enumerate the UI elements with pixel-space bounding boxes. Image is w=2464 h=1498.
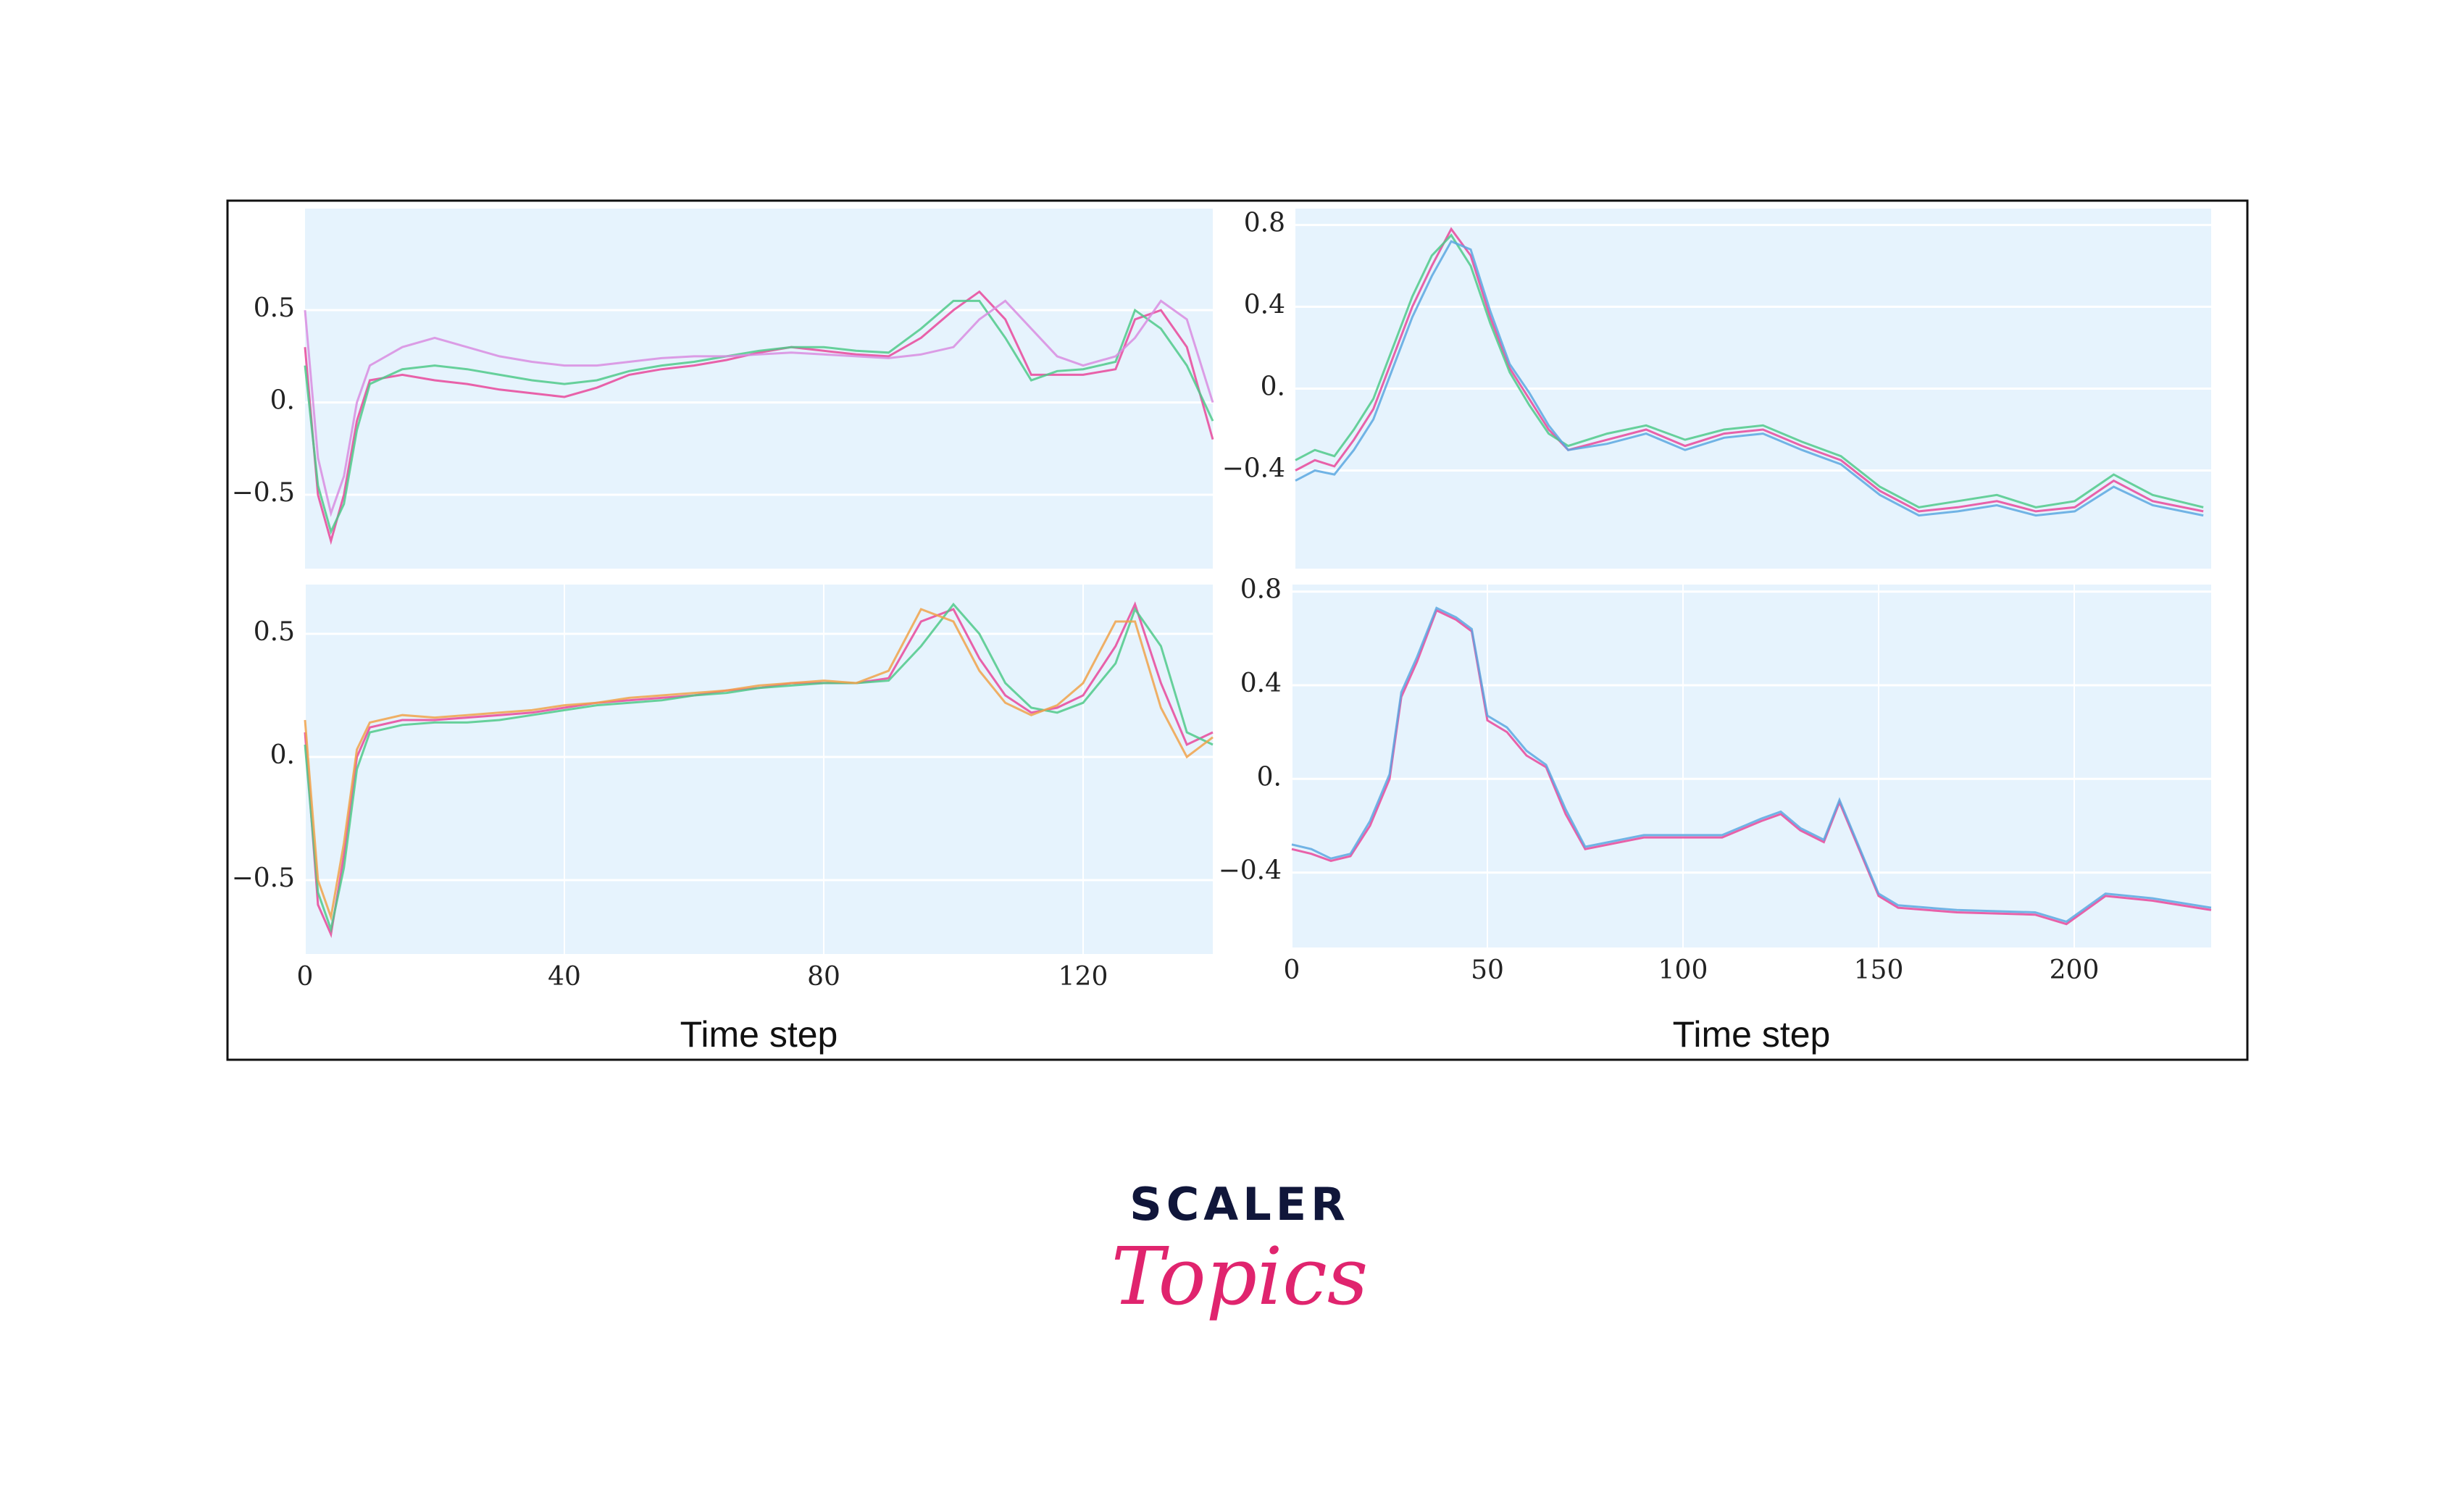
y-tick-label: 0.5: [254, 293, 295, 323]
x-tick-label: 200: [2050, 955, 2100, 985]
plot-area: [305, 209, 1213, 569]
y-tick-label: 0.: [270, 386, 295, 416]
y-tick-label: −0.4: [1219, 856, 1282, 886]
x-tick-label: 100: [1658, 955, 1708, 985]
plot-area: [1292, 585, 2211, 947]
x-tick-label: 0: [297, 962, 314, 992]
y-tick-label: 0.: [270, 740, 295, 770]
x-axis-label: Time step: [680, 1014, 838, 1055]
series-line: [1291, 606, 2212, 924]
logo-text: Topics: [1111, 1230, 1369, 1323]
y-tick-label: −0.5: [232, 478, 295, 508]
series-line: [1295, 233, 2204, 509]
x-tick-label: 120: [1058, 962, 1108, 992]
y-tick-label: −0.4: [1222, 453, 1285, 483]
y-tick-label: 0.4: [1240, 669, 1282, 698]
x-tick-label: 80: [807, 962, 840, 992]
series-line: [304, 299, 1214, 535]
x-tick-label: 40: [548, 962, 581, 992]
x-tick-label: 50: [1471, 955, 1504, 985]
series-line: [304, 608, 1214, 921]
y-tick-label: 0.8: [1240, 575, 1282, 605]
y-tick-label: 0.4: [1244, 290, 1285, 320]
x-axis-label: Time step: [1673, 1014, 1831, 1055]
logo-text: SCALER: [1129, 1178, 1350, 1231]
series-line: [304, 299, 1214, 517]
series-line: [304, 602, 1214, 934]
y-tick-label: 0.5: [254, 617, 295, 647]
y-tick-label: 0.8: [1244, 209, 1285, 238]
y-tick-label: −0.5: [232, 863, 295, 893]
figure-frame: [226, 199, 2249, 1061]
x-tick-label: 0: [1284, 955, 1300, 985]
y-tick-label: 0.: [1257, 762, 1282, 792]
series-line: [1295, 227, 2204, 513]
series-line: [304, 601, 1214, 939]
plot-area: [305, 585, 1213, 954]
y-tick-label: 0.: [1261, 372, 1285, 402]
x-tick-label: 150: [1854, 955, 1904, 985]
series-line: [1295, 240, 2204, 517]
